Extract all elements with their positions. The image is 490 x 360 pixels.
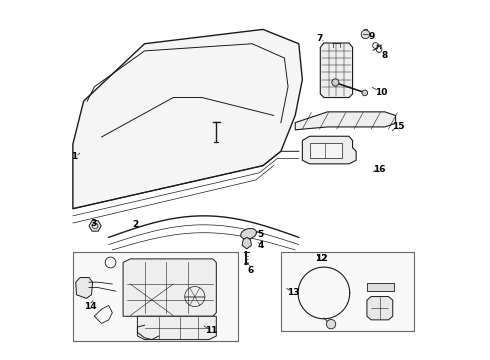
Circle shape	[362, 90, 368, 96]
Text: 3: 3	[90, 219, 97, 228]
Text: 8: 8	[381, 51, 388, 60]
Polygon shape	[137, 316, 216, 339]
Text: 9: 9	[368, 32, 375, 41]
Text: 2: 2	[132, 220, 138, 229]
Circle shape	[361, 30, 370, 39]
Polygon shape	[73, 30, 302, 209]
Circle shape	[326, 319, 336, 329]
Ellipse shape	[241, 229, 256, 239]
Text: 6: 6	[248, 266, 254, 275]
Text: 12: 12	[315, 255, 327, 264]
Polygon shape	[242, 237, 251, 249]
Polygon shape	[123, 259, 216, 316]
Text: 1: 1	[72, 152, 78, 161]
FancyBboxPatch shape	[73, 252, 238, 341]
Text: 16: 16	[373, 165, 386, 174]
Text: 14: 14	[84, 302, 97, 311]
Text: 11: 11	[205, 326, 218, 335]
Polygon shape	[367, 297, 393, 320]
Text: 15: 15	[392, 122, 405, 131]
Polygon shape	[76, 278, 93, 298]
Polygon shape	[320, 43, 353, 98]
Text: 4: 4	[258, 241, 264, 250]
Text: 12: 12	[315, 255, 327, 264]
Bar	[310, 143, 342, 158]
Bar	[367, 283, 394, 291]
Polygon shape	[302, 136, 356, 164]
Polygon shape	[295, 112, 395, 130]
Text: 5: 5	[258, 230, 264, 239]
Text: 13: 13	[287, 288, 300, 297]
Circle shape	[332, 79, 339, 86]
Text: 10: 10	[375, 87, 387, 96]
Text: 7: 7	[317, 34, 323, 43]
FancyBboxPatch shape	[281, 252, 414, 330]
